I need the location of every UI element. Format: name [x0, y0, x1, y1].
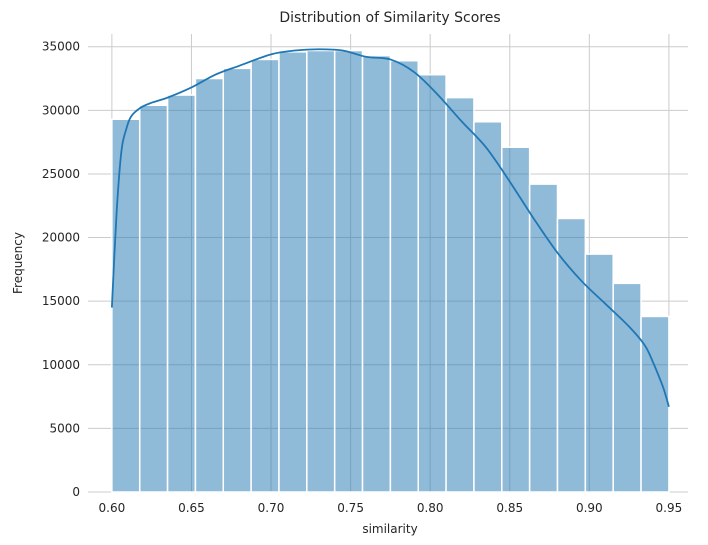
y-axis-label: Frequency [11, 232, 25, 294]
histogram-bar [306, 49, 336, 493]
y-tick-label: 15000 [42, 294, 80, 308]
histogram-bar [250, 58, 280, 493]
kde-curve [110, 48, 670, 408]
axes: 0.60 0.65 0.70 0.75 0.80 0.85 0.90 0.95 0 5000 100… [42, 40, 682, 515]
x-axis-label: similarity [362, 522, 417, 536]
histogram-bar [501, 146, 531, 493]
histogram-bar [166, 94, 197, 493]
x-tick-label: 0.80 [417, 501, 444, 515]
x-tick-label: 0.85 [496, 501, 523, 515]
histogram-bar [389, 59, 419, 493]
histogram-bar [194, 77, 225, 493]
chart-title: Distribution of Similarity Scores [279, 10, 500, 26]
y-tick-label: 0 [72, 485, 80, 499]
histogram-bar [138, 104, 169, 493]
histogram-bar [222, 67, 252, 493]
histogram-bar [111, 118, 141, 493]
histogram-bar [278, 51, 308, 493]
y-tick-label: 10000 [42, 358, 80, 372]
y-tick-label: 30000 [42, 103, 80, 117]
y-tick-label: 20000 [42, 231, 80, 245]
x-tick-label: 0.95 [656, 501, 683, 515]
x-tick-label: 0.70 [258, 501, 285, 515]
histogram-bar [528, 183, 559, 493]
y-tick-label: 35000 [42, 40, 80, 54]
histogram-bar [445, 96, 475, 493]
histogram-bar [640, 315, 670, 493]
y-tick-label: 5000 [49, 421, 80, 435]
y-tick-label: 25000 [42, 167, 80, 181]
x-tick-label: 0.60 [99, 501, 126, 515]
x-tick-label: 0.65 [178, 501, 205, 515]
histogram-bar [361, 54, 392, 493]
x-tick-label: 0.90 [576, 501, 603, 515]
x-tick-label: 0.75 [337, 501, 364, 515]
histogram-bar [333, 49, 364, 493]
histogram-bars [111, 49, 670, 493]
kde-line [110, 48, 670, 408]
histogram-bar [417, 73, 447, 493]
histogram-bar [473, 121, 503, 493]
